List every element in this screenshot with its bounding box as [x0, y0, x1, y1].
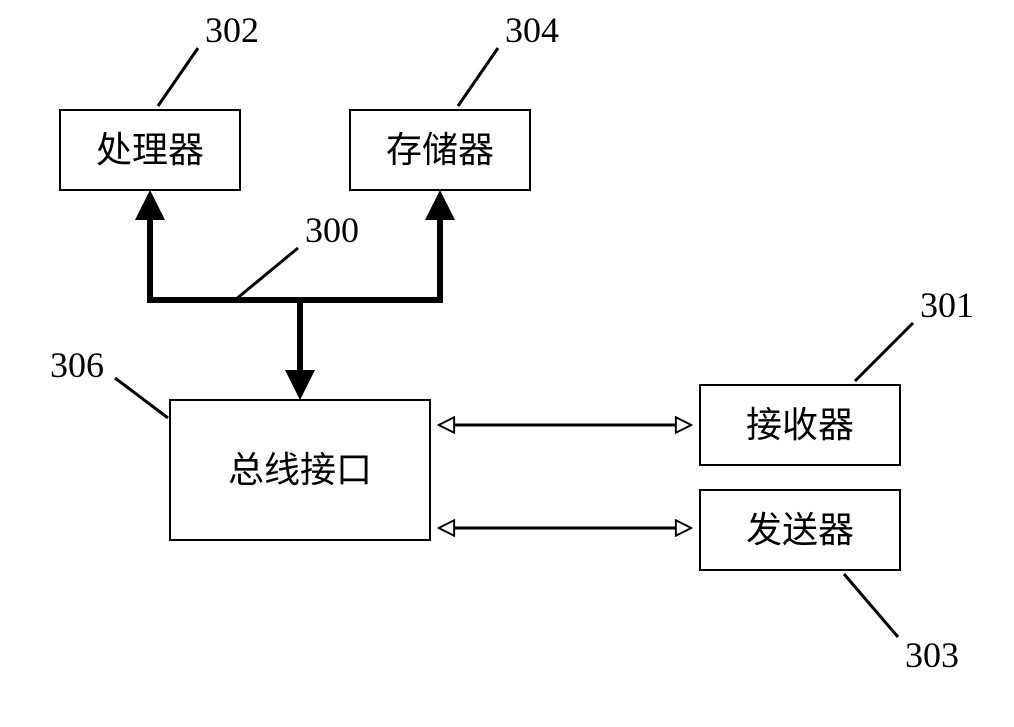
ref-leader-303: [844, 574, 898, 637]
ref-label-304: 304: [505, 10, 559, 50]
bus-connector-arrows: [150, 195, 440, 395]
node-processor: 处理器: [60, 110, 240, 190]
node-bus: 总线接口: [170, 400, 430, 540]
ref-label-306: 306: [50, 345, 104, 385]
node-transmitter-label: 发送器: [746, 510, 854, 550]
ref-leader-302: [158, 48, 198, 106]
ref-label-303: 303: [905, 635, 959, 675]
ref-leader-304: [458, 48, 498, 106]
node-receiver: 接收器: [700, 385, 900, 465]
node-processor-label: 处理器: [96, 130, 204, 170]
bidirectional-arrows: [440, 425, 690, 528]
node-memory-label: 存储器: [386, 130, 494, 170]
node-bus-label: 总线接口: [228, 450, 372, 490]
ref-label-302: 302: [205, 10, 259, 50]
node-receiver-label: 接收器: [746, 405, 854, 445]
ref-leader-301: [855, 323, 913, 381]
ref-label-300: 300: [305, 210, 359, 250]
ref-label-301: 301: [920, 285, 974, 325]
node-transmitter: 发送器: [700, 490, 900, 570]
ref-leader-306: [115, 378, 168, 418]
node-memory: 存储器: [350, 110, 530, 190]
ref-leader-300: [235, 248, 298, 300]
block-diagram: 处理器 存储器 总线接口 接收器 发送器 300 301 302 303 304 306: [0, 0, 1014, 727]
